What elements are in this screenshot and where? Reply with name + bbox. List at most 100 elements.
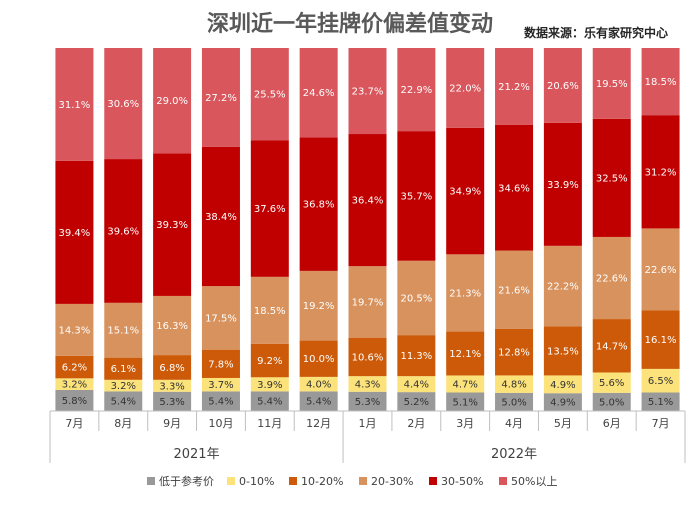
chart-source: 数据来源：乐有家研究中心 [523,26,668,40]
data-label: 24.6% [303,88,335,99]
data-label: 33.9% [547,180,579,191]
bar-segment-5-11 [543,122,582,246]
bar-segment-5-10 [495,124,534,251]
data-label: 6.2% [62,363,87,374]
bar-segment-6-6 [299,48,338,138]
data-label: 18.5% [254,306,286,317]
bar-segment-1-13 [641,392,680,411]
data-label: 22.9% [400,85,432,96]
legend-label: 20-30% [371,475,413,488]
data-label: 5.3% [159,397,184,408]
bar-segment-4-3 [153,295,192,356]
bar-segment-5-3 [153,153,192,296]
data-label: 36.4% [352,196,384,207]
data-label: 4.9% [550,398,575,409]
bar-segment-3-3 [153,355,192,380]
bar-segment-2-7 [348,376,387,392]
data-label: 5.0% [501,397,526,408]
bar-segment-2-2 [104,379,143,392]
bar-segment-5-2 [104,159,143,303]
data-label: 4.9% [550,380,575,391]
x-tick-label: 12月 [306,417,331,430]
data-label: 32.5% [596,173,628,184]
bar-segment-1-10 [495,392,534,411]
bar-segment-2-9 [446,375,485,393]
data-label: 31.1% [59,100,91,111]
year-label: 2022年 [491,447,537,462]
data-label: 5.4% [306,397,331,408]
data-label: 16.3% [156,321,188,332]
bar-segment-5-1 [55,160,94,304]
x-tick-label: 9月 [163,417,181,430]
bar-segment-6-11 [543,48,582,123]
x-tick-label: 10月 [208,417,233,430]
data-label: 22.0% [449,83,481,94]
x-tick-label: 4月 [505,417,523,430]
data-label: 13.5% [547,346,579,357]
data-label: 12.1% [449,349,481,360]
bar-segment-1-1 [55,389,94,411]
data-label: 9.2% [257,356,282,367]
bar-segment-3-12 [592,319,631,373]
legend-swatch [227,477,235,485]
data-label: 16.1% [645,335,677,346]
data-label: 37.6% [254,204,286,215]
bar-segment-2-11 [543,375,582,394]
data-label: 39.4% [59,228,91,239]
x-tick-label: 1月 [359,417,377,430]
data-label: 22.6% [645,265,677,276]
bar-segment-1-2 [104,391,143,411]
bar-segment-5-8 [397,131,436,261]
data-label: 38.4% [205,212,237,223]
data-label: 3.9% [257,380,282,391]
bar-segment-4-12 [592,236,631,320]
bar-segment-2-1 [55,378,94,390]
bar-segment-6-5 [250,48,289,141]
bar-segment-6-9 [446,48,485,128]
data-label: 22.6% [596,274,628,285]
bar-segment-3-6 [299,340,338,377]
bar-segment-6-2 [104,48,143,160]
legend-swatch [429,477,437,485]
x-tick-label: 5月 [554,417,572,430]
bar-segment-2-4 [201,377,240,392]
bar-segment-1-5 [250,391,289,411]
bar-segment-2-10 [495,375,534,393]
data-label: 39.6% [107,226,139,237]
bar-segment-4-10 [495,250,534,329]
bar-segment-4-1 [55,303,94,356]
bar-segment-4-11 [543,245,582,327]
bar-segment-5-5 [250,140,289,277]
bar-segment-4-7 [348,266,387,338]
bar-segment-2-12 [592,372,631,393]
data-label: 6.8% [159,363,184,374]
bar-segment-4-5 [250,276,289,344]
bar-segment-3-4 [201,349,240,378]
data-label: 36.8% [303,200,335,211]
data-label: 21.6% [498,285,530,296]
data-label: 17.5% [205,313,237,324]
x-tick-label: 3月 [456,417,474,430]
bar-segment-3-11 [543,326,582,376]
bar-segment-3-2 [104,357,143,380]
bar-segment-5-6 [299,137,338,271]
x-tick-label: 6月 [603,417,621,430]
bar-segment-1-4 [201,391,240,411]
bar-segment-2-3 [153,379,192,392]
data-label: 35.7% [400,191,432,202]
data-label: 20.6% [547,81,579,92]
data-label: 5.6% [599,378,624,389]
data-label: 5.1% [452,397,477,408]
data-label: 5.3% [355,397,380,408]
data-label: 19.2% [303,301,335,312]
x-tick-label: 11月 [257,417,282,430]
bar-segment-6-10 [495,48,534,125]
x-tick-label: 7月 [652,417,670,430]
data-label: 4.3% [355,379,380,390]
data-label: 34.9% [449,187,481,198]
data-label: 29.0% [156,96,188,107]
bar-segment-5-13 [641,115,680,229]
bar-segment-6-7 [348,48,387,135]
data-label: 4.4% [404,380,429,391]
bar-segment-6-12 [592,48,631,119]
